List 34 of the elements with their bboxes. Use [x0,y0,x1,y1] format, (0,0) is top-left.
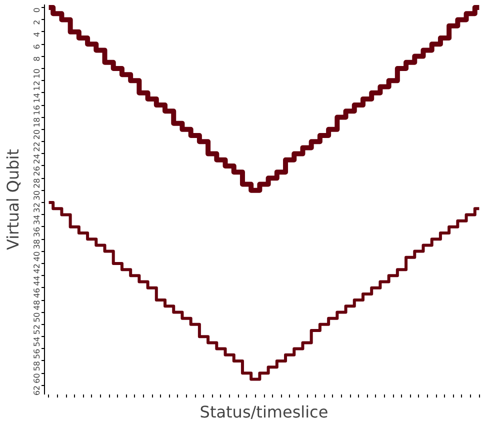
y-tick-label: 50 [32,312,42,322]
y-tick-label: 2 [32,20,42,25]
y-tick-label: 40 [32,251,42,262]
y-tick-label: 60 [32,373,42,384]
y-tick-label: 36 [32,226,42,238]
y-tick-label: 38 [32,239,42,250]
y-tick-label: 22 [32,142,42,152]
y-tick-label: 42 [32,263,42,274]
x-axis-title: Status/timeslice [200,402,328,422]
y-tick-label: 18 [32,117,42,128]
y-tick-label: 52 [32,324,42,335]
y-tick-label: 10 [32,68,42,79]
y-axis-title: Virtual Qubit [4,149,22,250]
y-tick-label: 26 [32,166,42,176]
y-tick-label: 58 [32,360,42,372]
y-tick-label: 28 [32,178,42,188]
y-tick-label: 6 [32,44,42,50]
y-tick-label: 46 [32,288,42,298]
y-tick-label: 54 [32,336,42,347]
y-tick-label: 32 [32,202,42,213]
y-tick-label: 14 [32,92,42,104]
y-tick-label: 8 [32,56,42,62]
y-tick-label: 48 [32,300,42,310]
y-tick-label: 12 [32,80,42,91]
y-tick-label: 0 [32,8,42,13]
y-tick-label: 62 [32,385,42,396]
y-tick-label: 56 [32,348,42,359]
y-tick-label: 20 [32,129,42,140]
y-tick-label: 34 [32,214,42,225]
y-tick-label: 30 [32,190,42,201]
y-tick-label: 44 [32,276,42,286]
y-tick-label: 16 [32,105,42,116]
y-tick-label: 24 [32,154,42,164]
y-tick-label: 4 [32,32,42,38]
